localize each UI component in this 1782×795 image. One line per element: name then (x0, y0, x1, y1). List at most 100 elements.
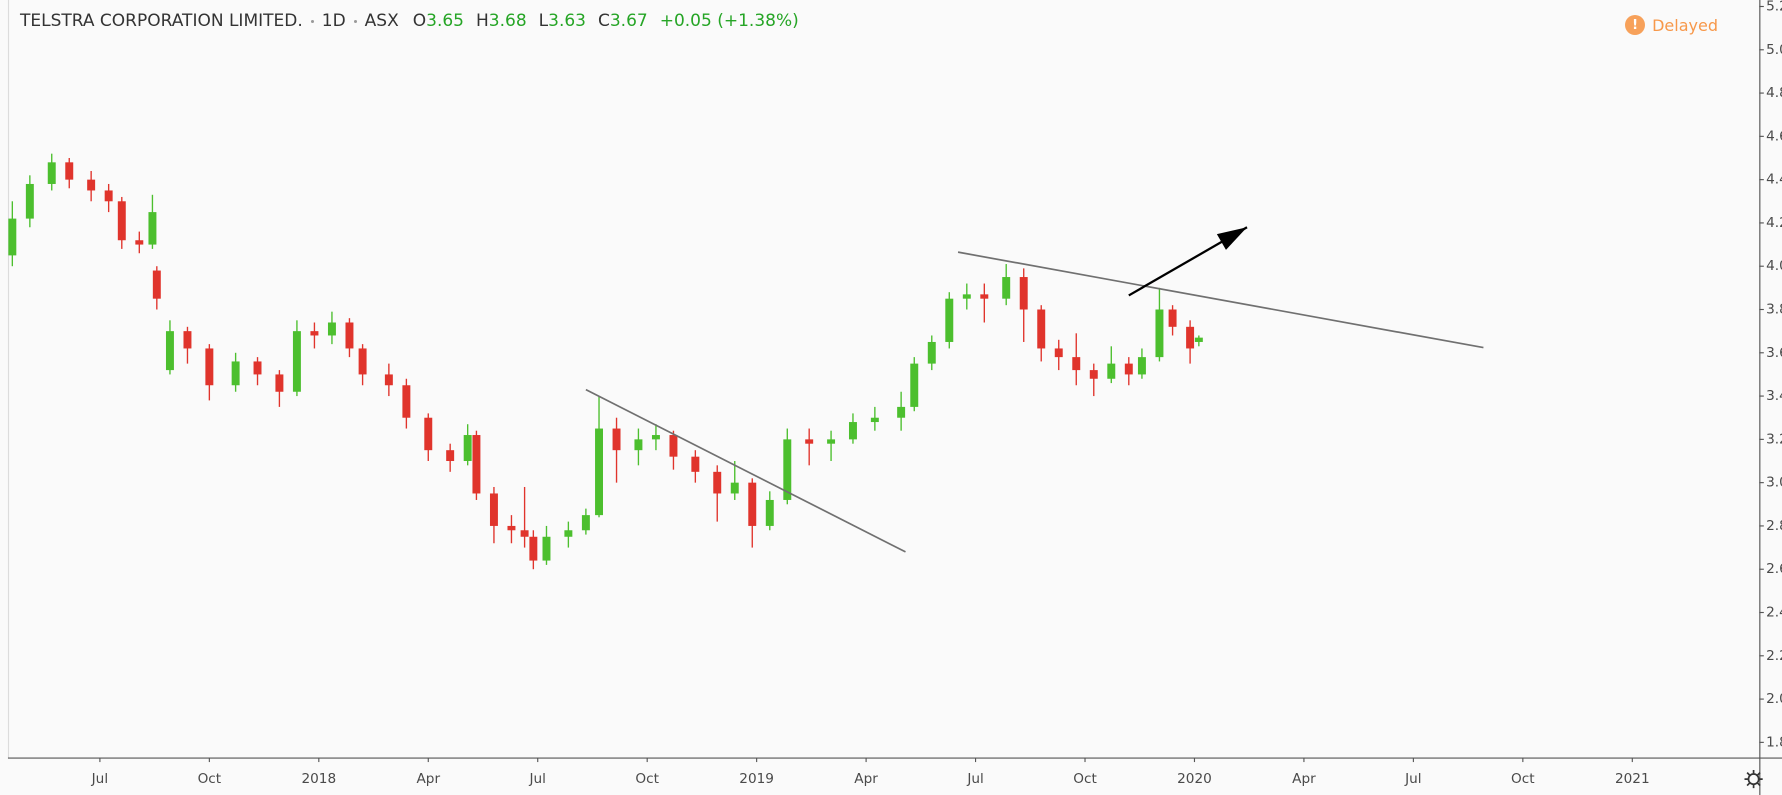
ohlc-label: H (475, 11, 489, 31)
candle-body (980, 294, 989, 299)
candle-body (897, 406, 906, 418)
change: +0.05 (+1.38%) (659, 11, 799, 31)
candle-body (634, 439, 643, 451)
ohlc-value: 3.68 (488, 11, 527, 31)
x-tick-label: Oct (198, 771, 222, 787)
candle-body (529, 536, 538, 561)
candle-body (962, 294, 971, 299)
y-tick-label: 2.40 (1766, 605, 1782, 621)
x-tick-label: Oct (1511, 771, 1535, 787)
x-tick-label: Jul (966, 771, 983, 787)
candle-body (292, 331, 301, 392)
y-tick-label: 1.80 (1766, 734, 1782, 750)
settings-icon-ring (1747, 773, 1760, 786)
candle-body (231, 361, 240, 386)
settings-icon-spokes (1744, 770, 1763, 789)
y-tick-label: 2.80 (1766, 518, 1782, 534)
x-tick-label: Apr (854, 771, 878, 787)
candle-body (1089, 370, 1098, 379)
candle-body (691, 456, 700, 472)
candle-body (463, 435, 472, 462)
status-icon: ! (1625, 15, 1646, 35)
candle-body (472, 435, 481, 494)
x-tick-label: Jul (91, 771, 108, 787)
candle-body (275, 374, 284, 392)
candle-body (542, 536, 551, 561)
candle-body (310, 331, 319, 336)
candle-body (87, 179, 96, 191)
candle-body (827, 439, 836, 444)
candle-body (402, 385, 411, 418)
candle-body (446, 450, 455, 462)
y-tick-label: 5.00 (1766, 42, 1782, 58)
candle-body (910, 363, 919, 407)
y-tick-label: 4.20 (1766, 215, 1782, 231)
candle-body (152, 270, 161, 299)
x-tick-label: 2018 (301, 771, 336, 787)
candle-body (848, 422, 857, 440)
y-tick-label: 3.60 (1766, 345, 1782, 361)
ohlc-label: C (597, 11, 610, 31)
candle-body (165, 331, 174, 371)
candle-body (327, 322, 336, 336)
x-tick-label: 2020 (1177, 771, 1212, 787)
y-tick-label: 3.20 (1766, 431, 1782, 447)
ohlc-label: L (538, 11, 549, 31)
candle-body (1054, 348, 1063, 358)
symbol: TELSTRA CORPORATION LIMITED. (20, 11, 303, 31)
y-tick-label: 3.00 (1766, 475, 1782, 491)
candle-body (651, 435, 660, 440)
candle-body (1037, 309, 1046, 349)
separator (353, 19, 357, 23)
candle-body (1155, 309, 1164, 358)
candle-body (384, 374, 393, 386)
candle-body (205, 348, 214, 386)
settings-icon[interactable] (1744, 770, 1763, 789)
x-tick-label: Oct (635, 771, 659, 787)
candle-body (424, 417, 433, 451)
candle-body (104, 190, 113, 202)
candle-body (783, 439, 792, 500)
candle-body (1002, 277, 1011, 299)
candle-body (1107, 363, 1116, 379)
ohlc-label: O (412, 11, 427, 31)
candle-body (612, 428, 621, 451)
y-tick-label: 2.60 (1766, 561, 1782, 577)
candle-body (47, 162, 56, 184)
candle-body (1194, 337, 1203, 342)
separator (310, 19, 314, 23)
candle-body (730, 482, 739, 494)
legend-header: TELSTRA CORPORATION LIMITED. 1D ASX O 3.6… (20, 11, 799, 31)
candle-body (8, 218, 17, 256)
candle-body (135, 240, 144, 245)
candle-body (1168, 309, 1177, 327)
candle-body (183, 331, 192, 349)
candle-body (358, 348, 367, 375)
y-tick-label: 3.80 (1766, 302, 1782, 318)
candle-body (1124, 363, 1133, 375)
candle-body (65, 162, 74, 180)
candle-body (945, 298, 954, 342)
x-tick-label: Apr (1292, 771, 1316, 787)
x-tick-label: Jul (1404, 771, 1421, 787)
candle-body (765, 499, 774, 526)
y-tick-label: 4.40 (1766, 172, 1782, 188)
candle-body (581, 515, 590, 531)
x-tick-label: 2021 (1615, 771, 1650, 787)
y-tick-label: 4.00 (1766, 258, 1782, 274)
y-tick-label: 2.00 (1766, 691, 1782, 707)
candle-body (1186, 326, 1195, 349)
candle-body (345, 322, 354, 349)
candle-body (713, 471, 722, 494)
x-tick-label: Jul (528, 771, 545, 787)
ohlc-value: 3.65 (426, 11, 464, 31)
candle-body (520, 530, 529, 537)
candle-body (805, 439, 814, 444)
delayed-badge[interactable]: ! Delayed (1625, 15, 1718, 35)
y-tick-label: 4.80 (1766, 85, 1782, 101)
candle-body (117, 201, 126, 241)
arrow-head (1216, 227, 1248, 250)
candle-body (870, 417, 879, 423)
